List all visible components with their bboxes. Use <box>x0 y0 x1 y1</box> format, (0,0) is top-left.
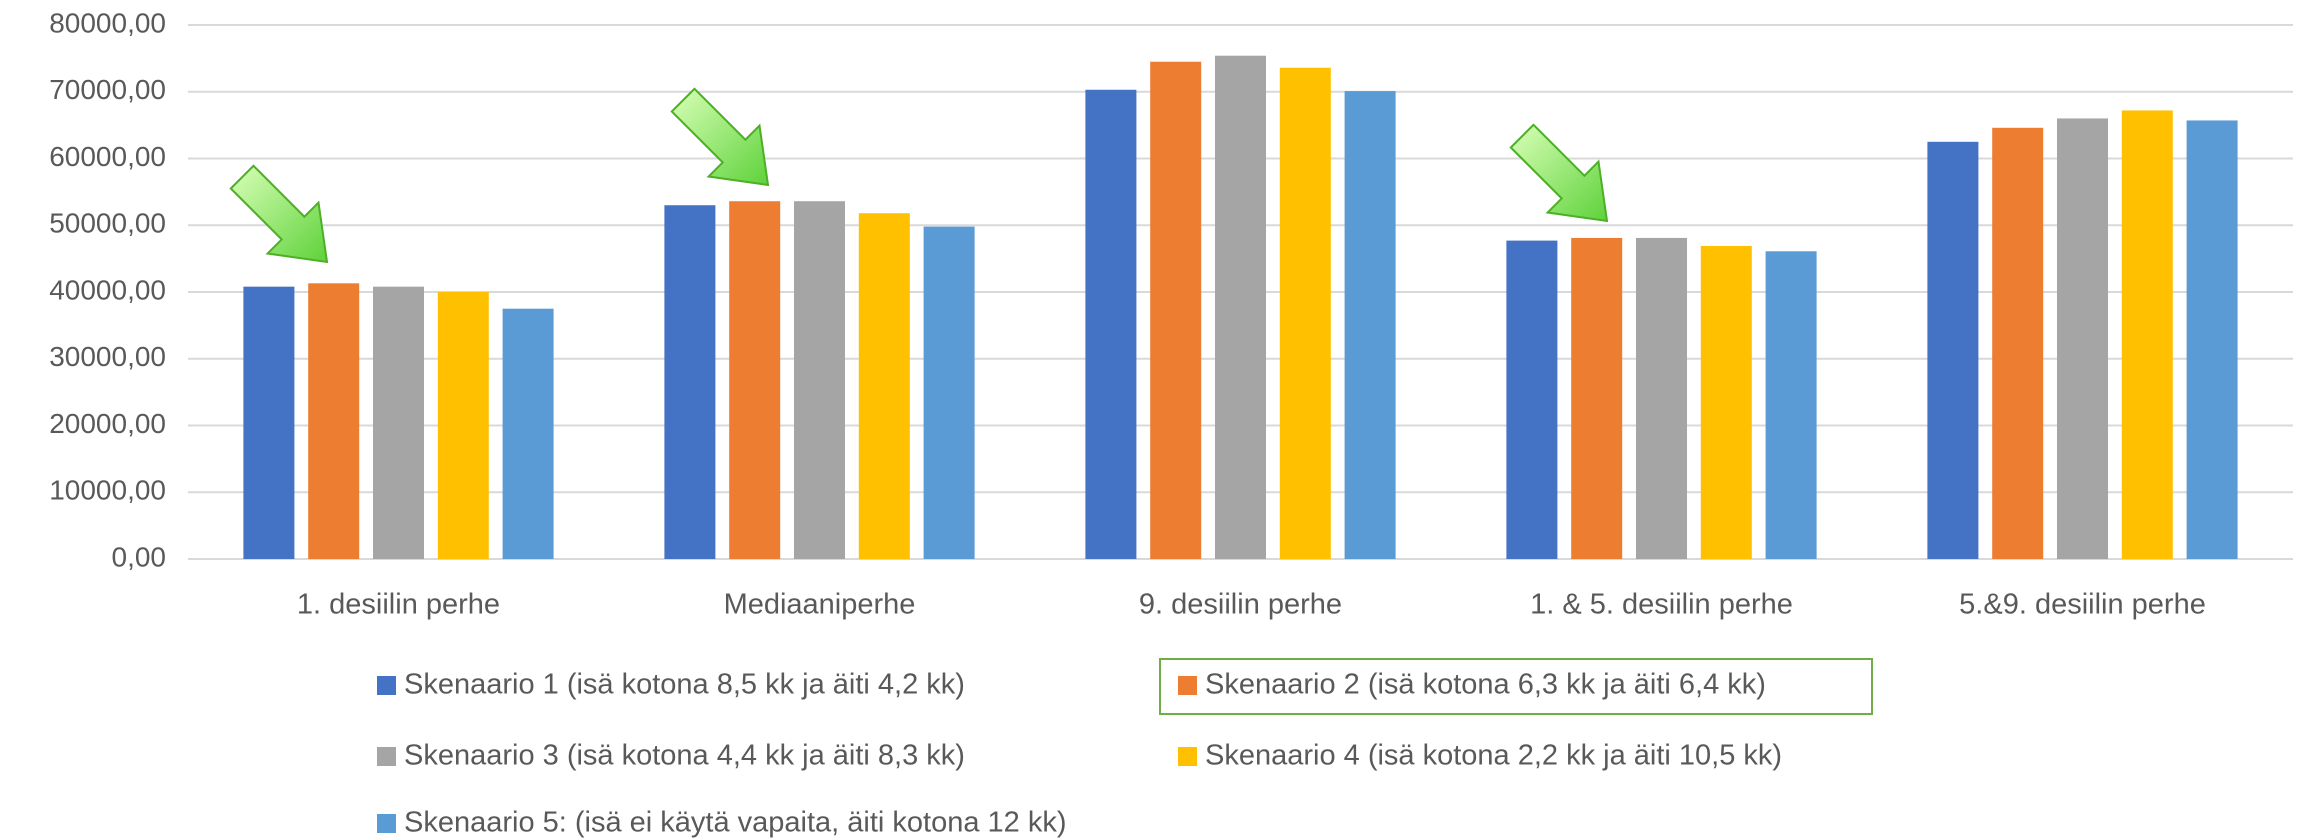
bar <box>2057 118 2108 559</box>
y-tick-label: 60000,00 <box>49 141 166 172</box>
bar <box>502 308 554 559</box>
bar <box>437 292 489 559</box>
legend-swatch <box>377 676 396 695</box>
y-tick-label: 80000,00 <box>49 7 166 38</box>
legend-label: Skenaario 2 (isä kotona 6,3 kk ja äiti 6… <box>1205 669 1766 701</box>
legend-label: Skenaario 5: (isä ei käytä vapaita, äiti… <box>404 807 1067 839</box>
y-tick-label: 10000,00 <box>49 475 166 506</box>
y-tick-label: 70000,00 <box>49 74 166 105</box>
y-tick-label: 0,00 <box>112 541 167 572</box>
arrow <box>1509 123 1609 223</box>
bar <box>1279 67 1331 559</box>
x-tick-label: Mediaaniperhe <box>724 589 916 621</box>
bar <box>373 286 424 559</box>
x-tick-label: 1. desiilin perhe <box>297 589 500 621</box>
x-tick-label: 9. desiilin perhe <box>1139 589 1342 621</box>
y-tick-label: 40000,00 <box>49 274 166 305</box>
bar <box>664 205 716 559</box>
bar <box>243 286 295 559</box>
legend-swatch <box>377 747 396 766</box>
arrow <box>229 164 329 264</box>
bar <box>1927 141 1979 559</box>
bar <box>2121 110 2173 559</box>
bar <box>858 213 910 560</box>
legend-swatch <box>1178 747 1197 766</box>
legend-highlight <box>1159 658 1873 715</box>
bar <box>923 226 975 559</box>
legend-swatch <box>1178 676 1197 695</box>
bar <box>1992 127 2044 560</box>
bar <box>1765 251 1817 559</box>
bar <box>1215 55 1266 560</box>
bar <box>729 201 781 559</box>
bar <box>1150 61 1202 560</box>
legend-swatch <box>377 814 396 833</box>
y-tick-label: 30000,00 <box>49 341 166 372</box>
bar <box>1506 240 1558 560</box>
bar <box>1571 237 1623 559</box>
bar <box>794 201 845 559</box>
bar <box>308 283 360 559</box>
legend-label: Skenaario 1 (isä kotona 8,5 kk ja äiti 4… <box>404 669 965 701</box>
legend-label: Skenaario 3 (isä kotona 4,4 kk ja äiti 8… <box>404 740 965 772</box>
bar <box>1636 237 1687 559</box>
x-tick-label: 5.&9. desiilin perhe <box>1959 589 2206 621</box>
arrow <box>670 87 770 187</box>
bar <box>2186 120 2238 559</box>
legend-label: Skenaario 4 (isä kotona 2,2 kk ja äiti 1… <box>1205 740 1782 772</box>
bar <box>1700 245 1752 559</box>
y-tick-label: 20000,00 <box>49 408 166 439</box>
x-tick-label: 1. & 5. desiilin perhe <box>1530 589 1793 621</box>
bar <box>1085 89 1137 559</box>
y-tick-label: 50000,00 <box>49 208 166 239</box>
bar <box>1344 91 1396 560</box>
